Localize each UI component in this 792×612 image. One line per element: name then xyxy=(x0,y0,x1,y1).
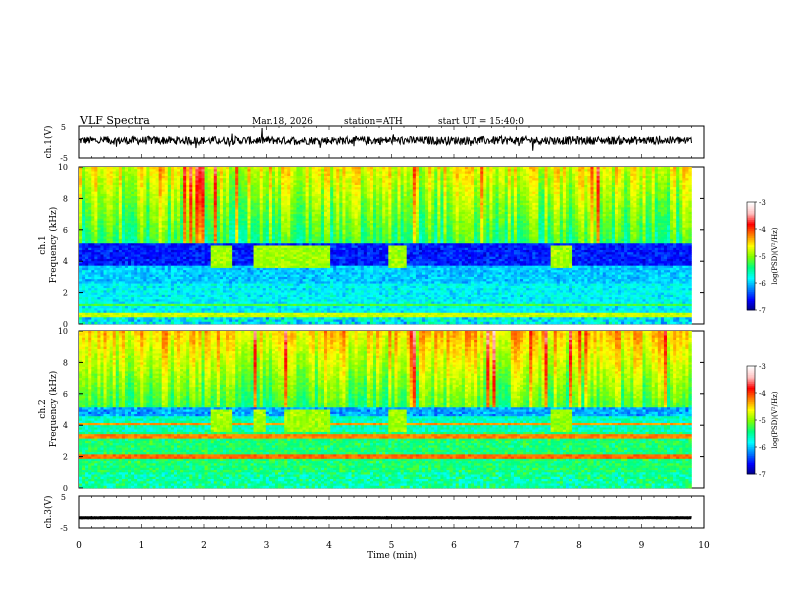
ch1-waveform-trace xyxy=(78,127,692,151)
ch1-colorbar: -3 -4 -5 -6 -7 log(PSD)(V²/Hz) xyxy=(746,199,779,315)
ch3-waveform-frame xyxy=(78,495,705,529)
ch2-spectrogram-ylabel-channel: ch.2 xyxy=(38,399,48,418)
ch1-spectrogram-ylabel-channel: ch.1 xyxy=(38,235,48,254)
spec1-ytick-label: 0 xyxy=(63,320,68,329)
cbar2-tick-label: -4 xyxy=(759,390,766,398)
time-axis: 0 1 2 3 4 5 6 7 8 9 10 xyxy=(76,541,710,551)
cbar1-tick-label: -3 xyxy=(759,199,766,207)
time-axis-tick-label: 9 xyxy=(639,541,645,551)
figure-title: VLF Spectra xyxy=(79,114,150,127)
spec1-ytick-label: 2 xyxy=(63,289,68,298)
ch2-spectrogram-image xyxy=(79,331,692,489)
time-axis-tick-label: 4 xyxy=(326,541,332,551)
spec2-ytick-label: 10 xyxy=(58,327,68,336)
start-time-label: start UT = 15:40:0 xyxy=(438,117,524,127)
date-label: Mar.18, 2026 xyxy=(252,117,313,127)
time-axis-tick-label: 5 xyxy=(389,541,395,551)
ch1-spectrogram-image xyxy=(79,167,692,325)
cbar1-tick-label: -5 xyxy=(759,253,766,261)
ch1-spectrogram-ylabel-frequency: Frequency (kHz) xyxy=(48,207,59,284)
spec2-ytick-label: 4 xyxy=(63,421,68,430)
cbar2-tick-label: -7 xyxy=(759,471,766,479)
spec2-ytick-label: 2 xyxy=(63,453,68,462)
time-axis-label: Time (min) xyxy=(367,550,417,561)
ch2-colorbar: -3 -4 -5 -6 -7 log(PSD)(V²/Hz) xyxy=(746,363,779,479)
time-axis-tick-label: 7 xyxy=(514,541,520,551)
spec1-ytick-label: 8 xyxy=(63,194,68,203)
ch1-spectrogram-panel: 0 2 4 6 8 10 ch.1 Frequency (kHz) xyxy=(38,163,705,329)
cbar2-tick-label: -6 xyxy=(759,444,766,452)
cbar2-tick-label: -3 xyxy=(759,363,766,371)
ch1-waveform-ylabel: ch.1(V) xyxy=(43,126,54,159)
ch3-waveform-ylabel: ch.3(V) xyxy=(43,496,54,529)
ch1-ytick-top: 5 xyxy=(61,123,66,132)
time-axis-tick-label: 10 xyxy=(698,541,710,551)
spec2-ytick-label: 6 xyxy=(63,390,68,399)
time-axis-tick-label: 6 xyxy=(451,541,457,551)
ch3-ytick-bottom: -5 xyxy=(60,524,68,533)
cbar2-tick-label: -5 xyxy=(759,417,766,425)
cbar1-tick-label: -7 xyxy=(759,307,766,315)
ch3-ytick-top: 5 xyxy=(61,493,66,502)
spec2-ytick-label: 0 xyxy=(63,484,68,493)
ch2-spectrogram-panel: 0 2 4 6 8 10 ch.2 Frequency (kHz) xyxy=(38,327,705,493)
spec1-ytick-label: 10 xyxy=(58,163,68,172)
ch2-spectrogram-ylabel-frequency: Frequency (kHz) xyxy=(48,371,59,448)
time-axis-tick-label: 3 xyxy=(264,541,270,551)
time-axis-tick-label: 2 xyxy=(201,541,207,551)
spec1-ytick-label: 6 xyxy=(63,226,68,235)
cbar1-tick-label: -6 xyxy=(759,280,766,288)
station-label: station=ATH xyxy=(344,117,403,127)
ch1-ytick-bottom: -5 xyxy=(60,154,68,163)
cbar1-tick-label: -4 xyxy=(759,226,766,234)
time-axis-tick-label: 0 xyxy=(76,541,82,551)
spec2-ytick-label: 8 xyxy=(63,358,68,367)
ch2-colorbar-label: log(PSD)(V²/Hz) xyxy=(771,391,779,448)
ch3-waveform-panel: 5 -5 ch.3(V) xyxy=(43,493,705,533)
time-axis-tick-label: 8 xyxy=(576,541,582,551)
time-axis-tick-label: 1 xyxy=(139,541,145,551)
ch1-colorbar-label: log(PSD)(V²/Hz) xyxy=(771,227,779,284)
spec1-ytick-label: 4 xyxy=(63,257,68,266)
ch1-waveform-panel: 5 -5 ch.1(V) xyxy=(43,123,705,163)
